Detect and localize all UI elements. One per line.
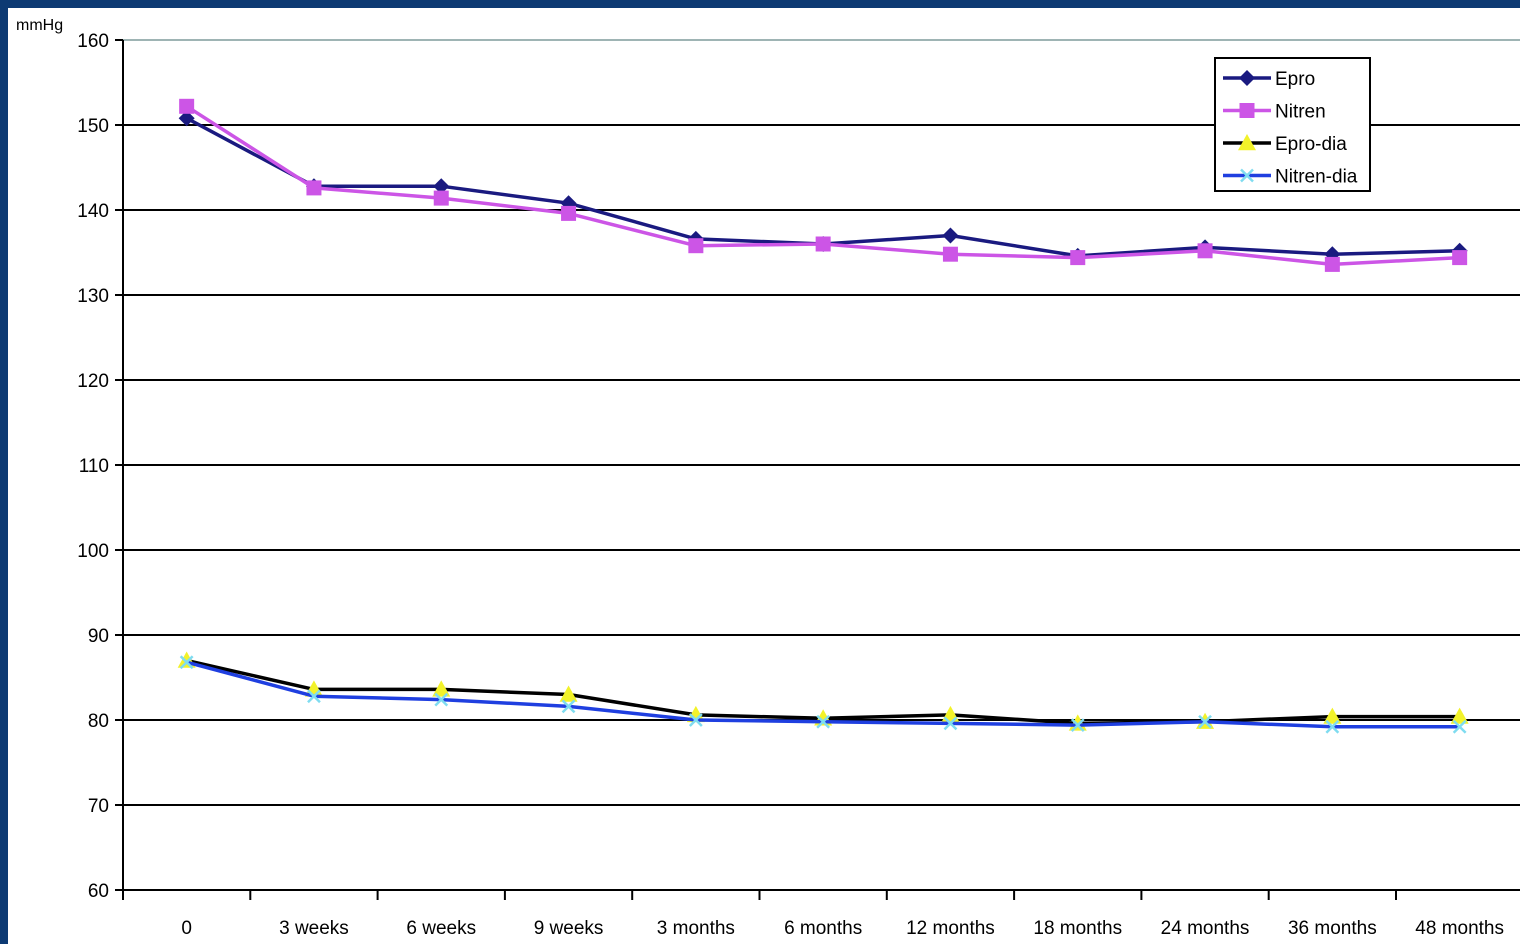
data-point [306,180,322,196]
x-tick-label: 9 weeks [534,918,604,939]
data-point [1450,707,1469,724]
data-point [433,190,449,206]
data-point-stroke [1452,719,1467,734]
data-point [1324,256,1340,272]
x-tick-label: 48 months [1415,918,1504,939]
data-point [688,238,704,254]
data-point [559,685,578,702]
legend-item: Nitren [1223,102,1326,123]
data-point [942,246,958,262]
x-tick-label: 12 months [906,918,995,939]
legend-item: Epro-dia [1223,134,1347,155]
data-point-stroke [1198,714,1212,729]
y-tick-label-140: 140 [77,201,109,222]
data-point [178,110,195,127]
data-point [1239,70,1255,86]
data-point [1452,719,1467,734]
x-tick-label: 6 months [784,918,862,939]
data-point-stroke [434,692,449,707]
data-point [179,655,194,670]
data-point [179,98,195,114]
data-point [1198,714,1212,729]
data-point [561,205,577,221]
legend-label: Epro [1275,69,1315,90]
y-tick-label-110: 110 [79,456,109,477]
data-point [1452,250,1468,266]
series-layer [177,98,1469,734]
data-point [1323,707,1342,724]
data-point [1238,134,1256,151]
series-epro-dia [177,651,1469,731]
data-point [1240,168,1254,183]
x-tick-label: 6 weeks [406,918,476,939]
data-point [1070,250,1086,266]
legend-box [1214,57,1371,192]
data-point-stroke [688,713,703,727]
data-point [1239,103,1255,118]
y-tick-label-80: 80 [88,711,109,732]
y-tick-label-60: 60 [88,881,109,902]
data-point [943,716,958,731]
data-point [1324,246,1341,263]
data-point [942,227,959,244]
data-point-stroke [561,699,576,714]
x-tick-label: 3 weeks [279,918,349,939]
bp-line-chart: 60 70 80 90 100 110 120 130 140 150 160 mmHg 0 3 week… [16,17,1520,939]
data-point [815,236,831,252]
x-tick-label: 24 months [1161,918,1250,939]
data-point [1325,719,1340,734]
x-tick-label: 0 [181,918,192,939]
chart-frame: 60 70 80 90 100 110 120 130 140 150 160 mmHg 0 3 week… [8,8,1520,944]
data-point-stroke [1070,718,1085,732]
data-point-stroke [307,689,321,704]
x-tick-label: 18 months [1033,918,1122,939]
axes: 60 70 80 90 100 110 120 130 140 150 160 mmHg 0 3 week… [16,17,1520,939]
data-point-stroke [943,716,958,731]
data-point-stroke [1240,168,1254,183]
legend-label: Epro-dia [1275,134,1347,155]
legend-label: Nitren [1275,102,1326,123]
y-tick-label-130: 130 [77,286,109,307]
data-point [688,713,703,727]
y-tick-label-160: 160 [77,31,109,52]
data-point [1197,243,1213,259]
y-tick-label-90: 90 [88,626,109,647]
data-point [816,714,831,729]
data-point [433,178,450,195]
y-unit-label: mmHg [16,17,63,34]
series-nitren [179,98,1468,272]
y-tick-label-120: 120 [77,371,109,392]
data-point [561,699,576,714]
y-tick-label-70: 70 [88,796,109,817]
x-tick-label: 36 months [1288,918,1377,939]
legend: Epro Nitren Epro-dia Nitren-dia [1214,57,1371,192]
legend-item: Nitren-dia [1223,167,1358,188]
data-point-stroke [816,714,831,729]
legend-item: Epro [1223,69,1315,90]
data-point [432,680,451,697]
data-point [1070,718,1085,732]
y-tick-label-150: 150 [77,116,109,137]
series-nitren-dia [179,655,1467,734]
data-point-stroke [179,655,194,670]
data-point-stroke [1325,719,1340,734]
y-tick-label-100: 100 [77,541,109,562]
data-point [307,689,321,704]
data-point [434,692,449,707]
x-tick-label: 3 months [657,918,735,939]
legend-label: Nitren-dia [1275,167,1358,188]
